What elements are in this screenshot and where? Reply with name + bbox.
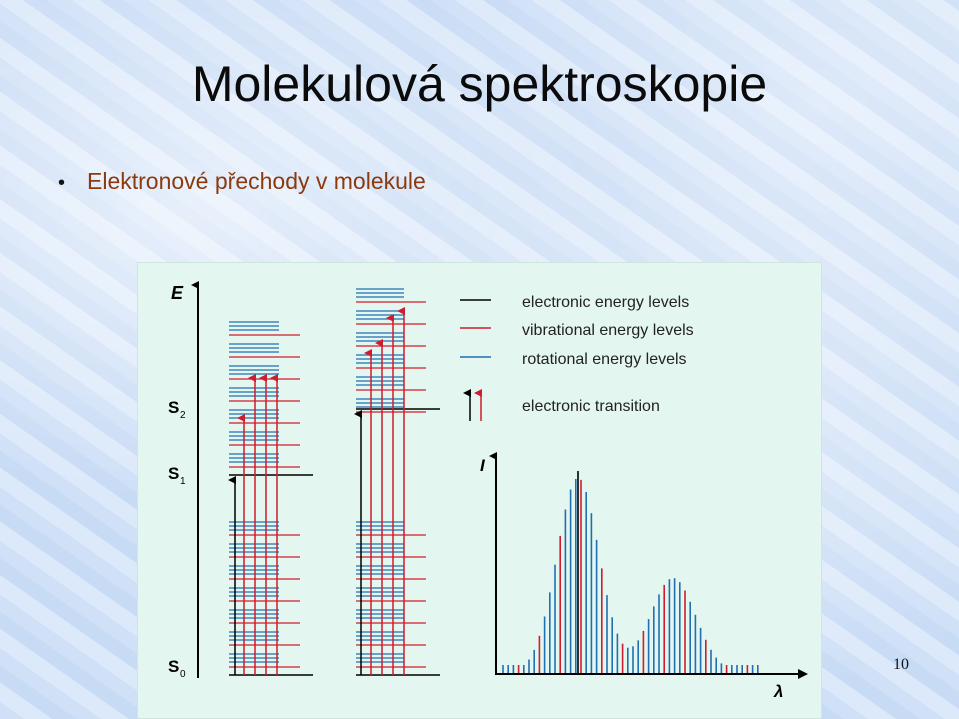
- legend-text-vibrational: vibrational energy levels: [522, 322, 694, 339]
- energy-axis-label: E: [171, 283, 184, 303]
- spectrum-bands: [502, 471, 759, 673]
- legend-text-electronic: electronic energy levels: [522, 294, 689, 311]
- diagram-svg: E S 2 S 1 S 0 electronic energy levels v…: [168, 281, 808, 701]
- legend: electronic energy levels vibrational ene…: [460, 294, 694, 421]
- energy-levels: [229, 288, 440, 676]
- electronic-transitions: [228, 307, 405, 675]
- state-label-s0: S 0: [168, 657, 186, 680]
- page-number: 10: [893, 656, 909, 673]
- svg-text:S: S: [168, 657, 179, 676]
- svg-text:S: S: [168, 398, 179, 417]
- legend-text-transition: electronic transition: [522, 398, 660, 415]
- svg-text:2: 2: [180, 410, 186, 421]
- svg-text:1: 1: [180, 476, 186, 487]
- legend-text-rotational: rotational energy levels: [522, 351, 687, 368]
- svg-text:0: 0: [180, 669, 186, 680]
- bullet-dot-icon: •: [58, 172, 66, 194]
- bullet-item: • Elektronové přechody v molekule: [58, 168, 426, 195]
- bullet-text: Elektronové přechody v molekule: [87, 168, 426, 194]
- state-label-s1: S 1: [168, 464, 186, 487]
- wavelength-axis-arrowhead: [798, 669, 808, 679]
- energy-level-diagram: E S 2 S 1 S 0 electronic energy levels v…: [137, 262, 822, 719]
- intensity-axis-label: I: [480, 456, 486, 475]
- svg-text:S: S: [168, 464, 179, 483]
- state-label-s2: S 2: [168, 398, 186, 421]
- slide-title: Molekulová spektroskopie: [191, 56, 768, 112]
- wavelength-axis-label: λ: [773, 682, 783, 701]
